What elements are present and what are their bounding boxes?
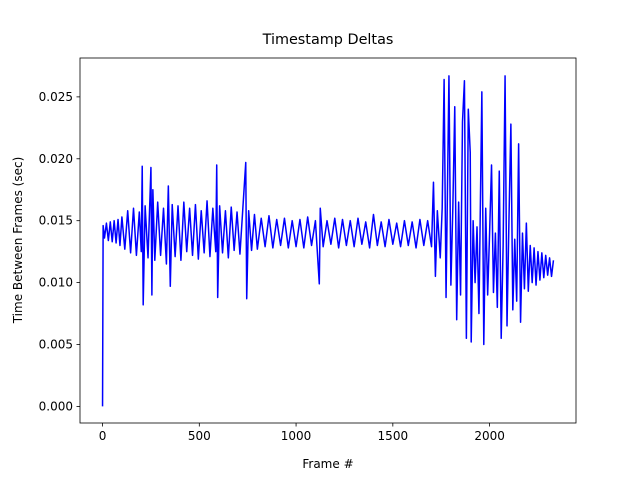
x-tick-label: 1000 <box>281 429 312 443</box>
x-tick-label: 500 <box>188 429 211 443</box>
y-tick-label: 0.000 <box>39 399 73 413</box>
plot-frame <box>79 57 577 424</box>
y-axis-label: Time Between Frames (sec) <box>11 157 25 325</box>
data-line <box>101 75 555 407</box>
x-tick-label: 1500 <box>378 429 409 443</box>
x-tick-label: 0 <box>99 429 107 443</box>
y-tick-label: 0.015 <box>39 214 73 228</box>
y-tick-label: 0.025 <box>39 90 73 104</box>
x-axis-label: Frame # <box>302 457 353 471</box>
chart-title: Timestamp Deltas <box>262 32 394 48</box>
y-tick-label: 0.020 <box>39 152 73 166</box>
x-tick-label: 2000 <box>474 429 505 443</box>
y-tick-label: 0.010 <box>39 276 73 290</box>
y-tick-label: 0.005 <box>39 338 73 352</box>
